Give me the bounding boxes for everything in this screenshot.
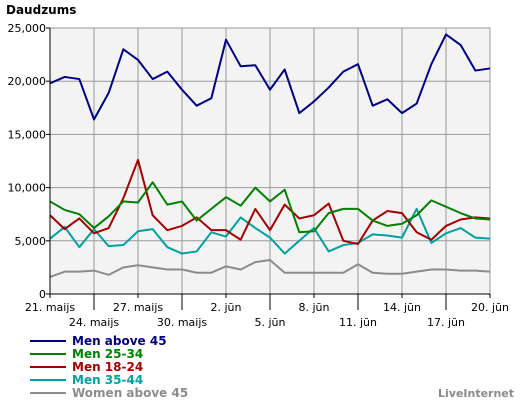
y-tick-label: 15,000 (8, 128, 47, 141)
series-line-men-25-34 (49, 181, 491, 234)
x-tick-label: 11. jūn (339, 316, 377, 329)
x-tick-label: 8. jūn (299, 301, 330, 314)
x-tick-label: 14. jūn (383, 301, 421, 314)
series-line-men-above-45 (49, 33, 491, 121)
x-tick-label: 17. jūn (427, 316, 465, 329)
x-tick-label: 24. maijs (69, 316, 120, 329)
y-axis-label: Daudzums (6, 3, 76, 17)
series-line-men-35-44 (49, 207, 491, 255)
y-tick-label: 0 (39, 288, 46, 301)
legend-label: Men above 45 (72, 334, 167, 348)
legend-label: Men 35-44 (72, 373, 143, 387)
series-lines (49, 33, 491, 278)
x-tick-label: 2. jūn (211, 301, 242, 314)
x-tick-label: 30. maijs (157, 316, 208, 329)
y-tick-label: 5,000 (15, 235, 47, 248)
x-tick-label: 5. jūn (255, 316, 286, 329)
x-tick-label: 21. maijs (25, 301, 76, 314)
footer-brand: LiveInternet (438, 387, 514, 400)
y-tick-label: 10,000 (8, 182, 47, 195)
series-line-men-18-24 (49, 158, 491, 245)
x-tick-label: 27. maijs (113, 301, 164, 314)
y-tick-label: 25,000 (8, 22, 47, 35)
series-line-women-above-45 (49, 258, 491, 278)
grid (50, 27, 491, 294)
legend-label: Men 25-34 (72, 347, 143, 361)
legend-label: Women above 45 (72, 386, 188, 400)
legend-label: Men 18-24 (72, 360, 143, 374)
y-tick-label: 20,000 (8, 75, 47, 88)
y-ticks: 0 5,000 10,000 15,000 20,000 25,000 (8, 22, 50, 301)
x-tick-label: 20. jūn (471, 301, 509, 314)
